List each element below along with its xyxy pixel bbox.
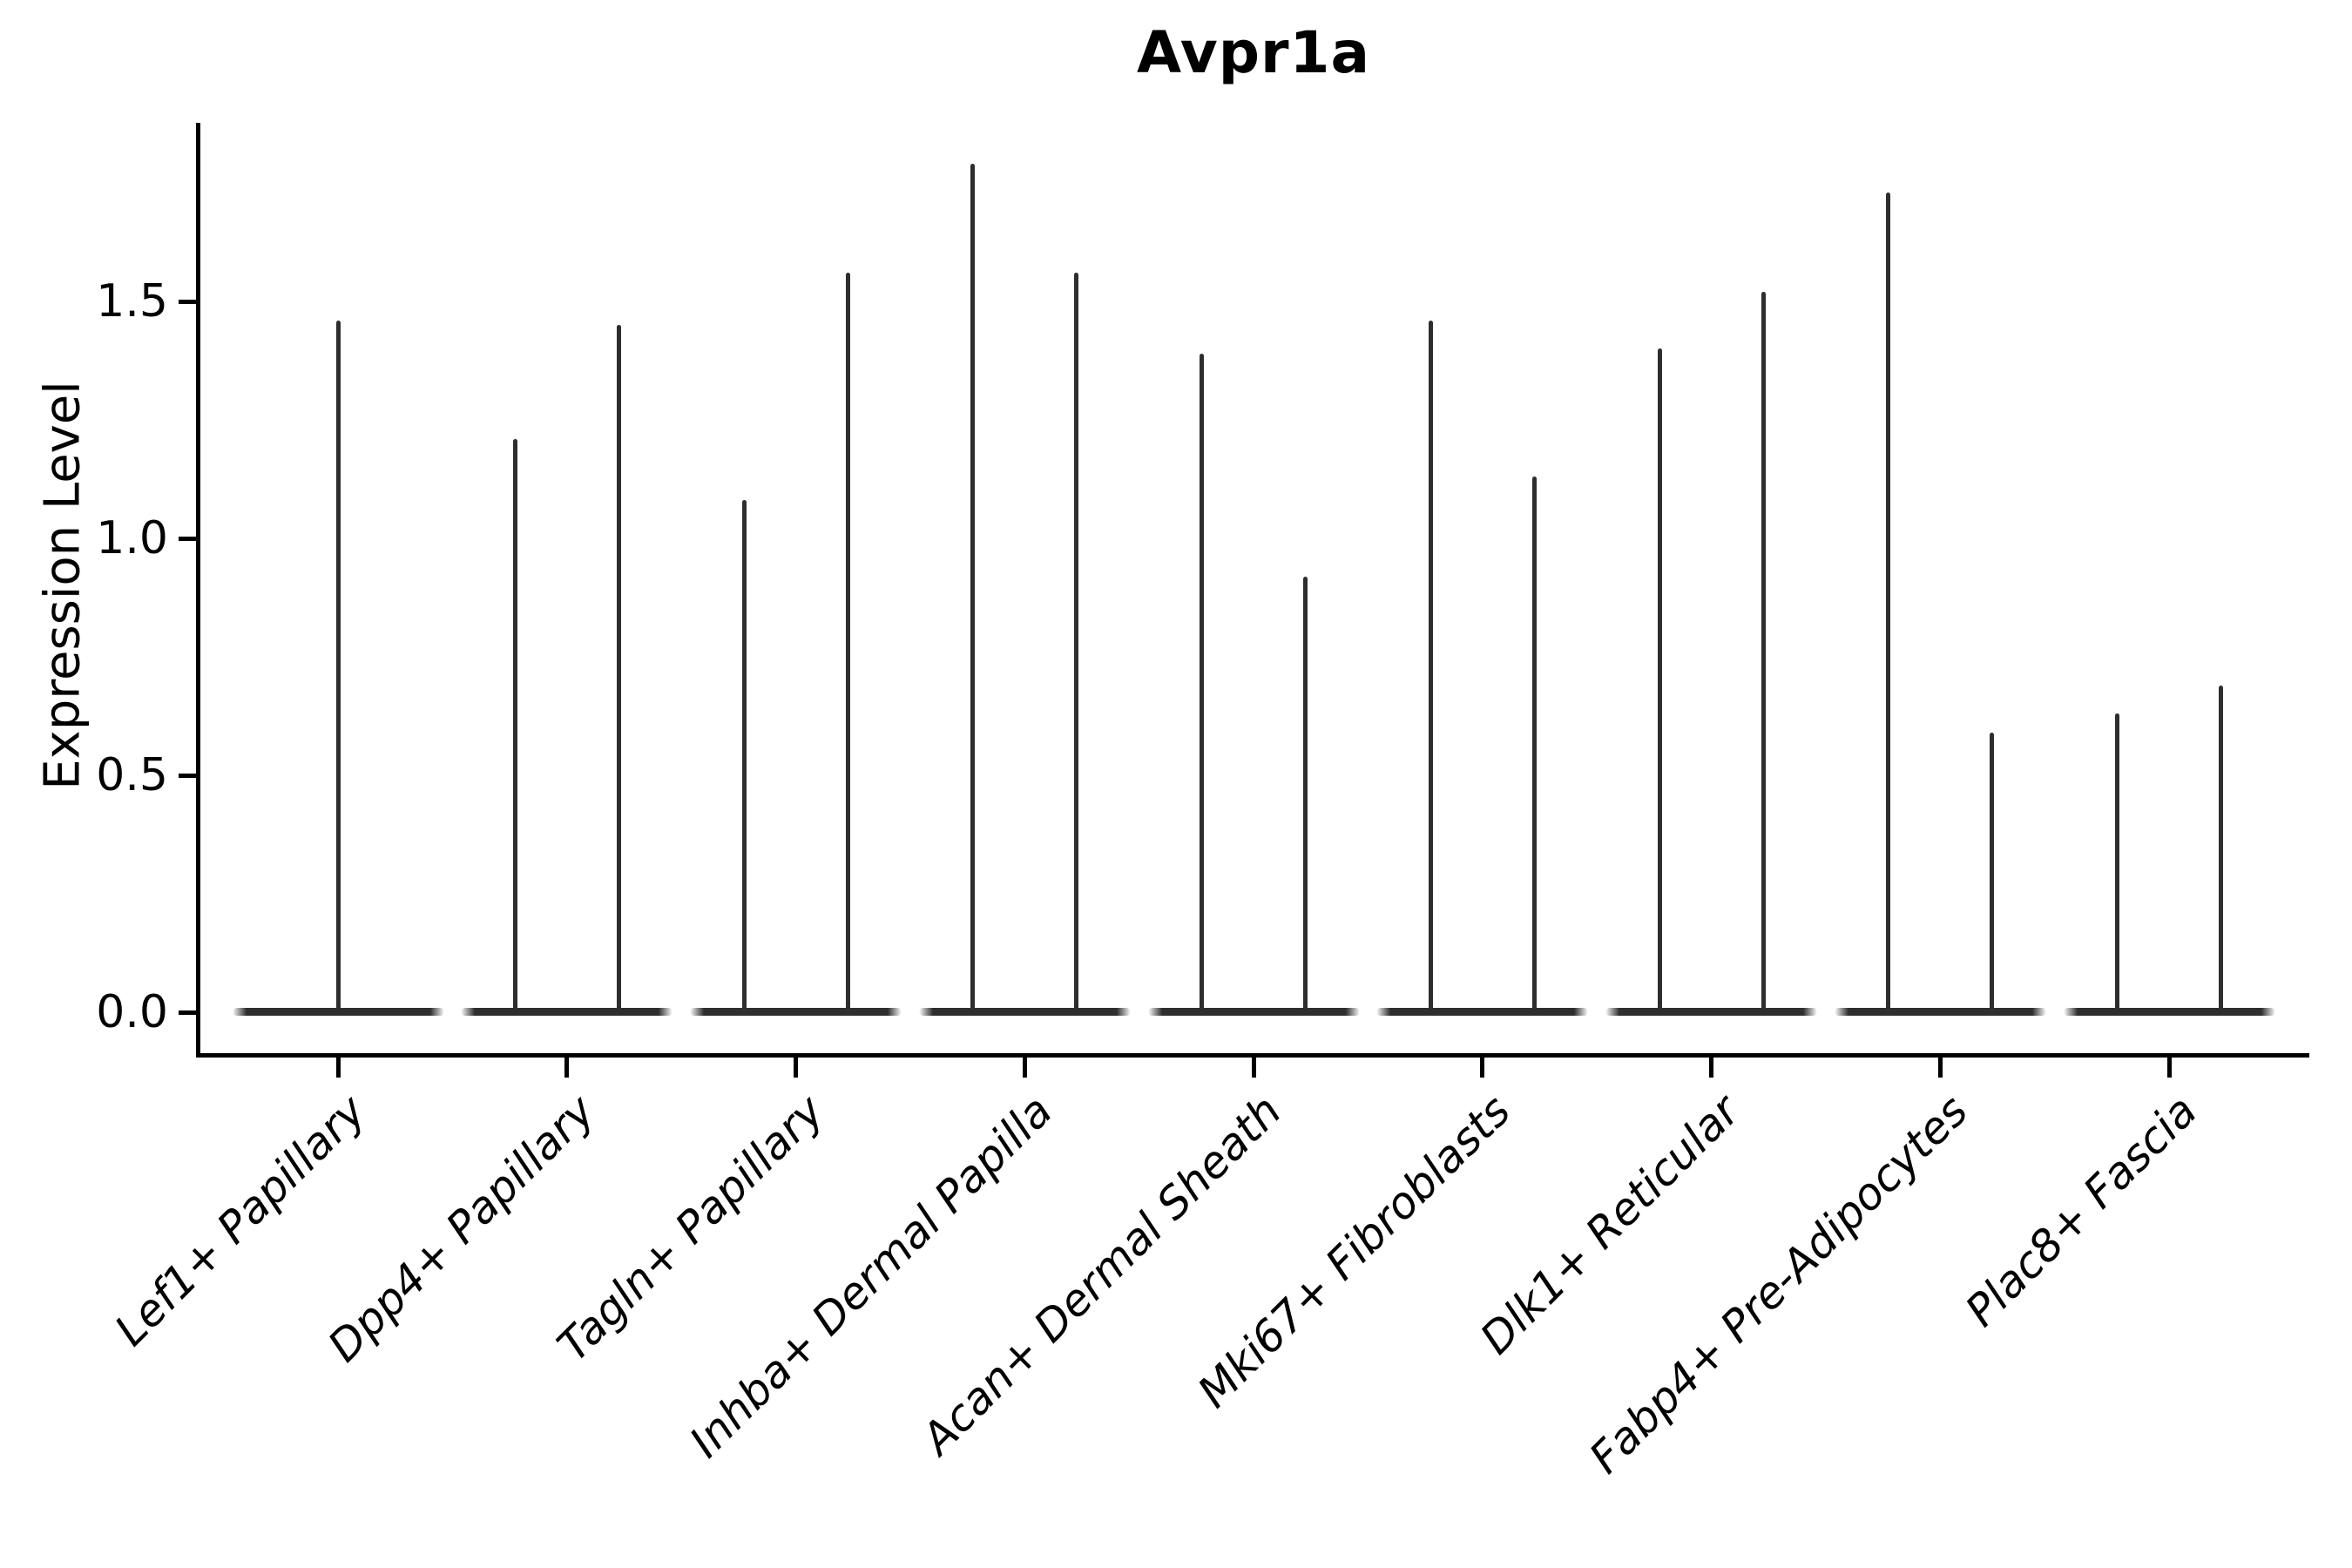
x-tick-mark bbox=[1709, 1058, 1713, 1078]
x-tick-mark bbox=[794, 1058, 798, 1078]
x-tick-label: Tagln+ Papillary bbox=[547, 1085, 834, 1372]
violin-zero-body bbox=[690, 1008, 902, 1016]
violin-zero-body bbox=[2063, 1008, 2275, 1016]
violin-spike bbox=[1886, 192, 1891, 1015]
violin-zero-body bbox=[1376, 1008, 1589, 1016]
violin-zero-body bbox=[1605, 1008, 1817, 1016]
x-tick-mark bbox=[2166, 1058, 2172, 1078]
y-tick-mark bbox=[179, 537, 196, 541]
violin-spike bbox=[845, 273, 850, 1015]
violin-spike bbox=[1531, 476, 1537, 1015]
y-axis-label: Expression Level bbox=[34, 381, 91, 790]
x-tick-mark bbox=[335, 1058, 341, 1078]
violin-zero-body bbox=[918, 1008, 1131, 1016]
violin-spike bbox=[512, 438, 517, 1015]
violin-spike bbox=[1074, 273, 1079, 1015]
x-tick-mark bbox=[1251, 1058, 1256, 1078]
y-tick-label: 1.5 bbox=[96, 275, 168, 328]
violin-spike bbox=[1200, 353, 1204, 1015]
violin-zero-body bbox=[461, 1008, 673, 1016]
x-tick-label: Dlk1+ Reticular bbox=[1470, 1085, 1749, 1364]
violin-spike bbox=[2115, 713, 2119, 1015]
x-tick-label: Lef1+ Papillary bbox=[105, 1085, 376, 1356]
y-axis-spine bbox=[196, 123, 200, 1058]
y-tick-mark bbox=[179, 774, 196, 778]
y-tick-label: 0.5 bbox=[96, 749, 168, 801]
x-tick-label: Dpp4+ Papillary bbox=[318, 1085, 605, 1372]
violin-spike bbox=[616, 325, 621, 1015]
violin-spike bbox=[335, 320, 341, 1015]
violin-spike bbox=[2219, 685, 2223, 1015]
chart-title: Avpr1a bbox=[1136, 19, 1371, 86]
violin-spike bbox=[1428, 320, 1433, 1015]
violin-spike bbox=[1303, 576, 1308, 1015]
y-tick-mark bbox=[179, 1010, 196, 1015]
x-tick-label: Plac8+ Fascia bbox=[1956, 1085, 2207, 1336]
violin-spike bbox=[741, 500, 747, 1015]
violin-spike bbox=[1990, 733, 1995, 1015]
violin-zero-body bbox=[1147, 1008, 1360, 1016]
x-tick-label: Fabp4+ Pre-Adipocytes bbox=[1579, 1085, 1978, 1484]
y-tick-label: 1.0 bbox=[96, 512, 168, 564]
x-tick-label: Mki67+ Fibroblasts bbox=[1187, 1085, 1520, 1418]
x-tick-label: Inhba+ Dermal Papilla bbox=[679, 1085, 1063, 1468]
x-axis-spine bbox=[196, 1053, 2309, 1058]
x-tick-label: Acan+ Dermal Sheath bbox=[912, 1085, 1292, 1464]
y-tick-label: 0.0 bbox=[96, 986, 168, 1038]
violin-spike bbox=[1761, 292, 1766, 1015]
violin-spike bbox=[1657, 348, 1662, 1015]
y-tick-mark bbox=[179, 300, 196, 304]
violin-zero-body bbox=[1834, 1008, 2046, 1016]
x-tick-mark bbox=[1022, 1058, 1027, 1078]
violin-spike bbox=[970, 164, 976, 1015]
x-tick-mark bbox=[1480, 1058, 1485, 1078]
x-tick-mark bbox=[564, 1058, 570, 1078]
x-tick-mark bbox=[1937, 1058, 1943, 1078]
